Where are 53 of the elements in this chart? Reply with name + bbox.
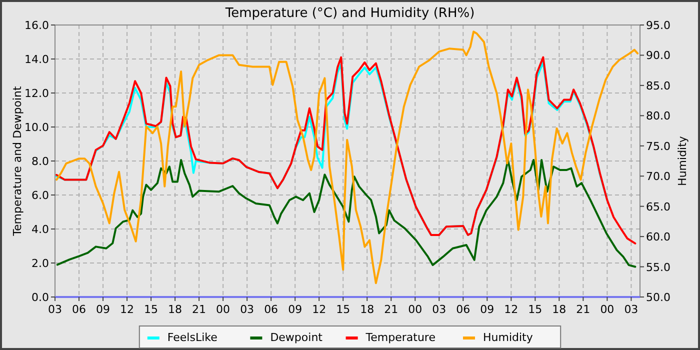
x-tick-label: 18 <box>168 303 182 316</box>
x-tick-label: 03 <box>240 303 254 316</box>
legend-label: Dewpoint <box>270 331 324 344</box>
x-tick-label: 00 <box>408 303 422 316</box>
y-tick-label: 12.0 <box>24 87 49 100</box>
y-tick-label: 16.0 <box>24 19 49 32</box>
y-tick-label: 10.0 <box>24 121 49 134</box>
y-tick-label: 2.0 <box>32 257 49 270</box>
line-series <box>56 30 639 284</box>
x-tick-label: 21 <box>192 303 206 316</box>
x-tick-label: 06 <box>264 303 278 316</box>
y2-tick-label: 85.0 <box>646 79 670 92</box>
x-tick-label: 03 <box>432 303 446 316</box>
y-tick-label: 8.0 <box>32 155 49 168</box>
x-tick-label: 09 <box>480 303 494 316</box>
x-tick-label: 00 <box>216 303 230 316</box>
x-tick-label: 09 <box>288 303 302 316</box>
legend-label: FeelsLike <box>167 331 218 344</box>
x-tick-label: 06 <box>456 303 470 316</box>
line-series <box>56 158 636 268</box>
x-tick-label: 18 <box>360 303 374 316</box>
y2-tick-label: 75.0 <box>646 140 670 153</box>
x-tick-label: 18 <box>552 303 566 316</box>
x-tick-label: 00 <box>600 303 614 316</box>
x-tick-label: 12 <box>312 303 326 316</box>
y2-tick-label: 65.0 <box>646 200 670 214</box>
x-tick-label: 09 <box>96 303 110 316</box>
y-tick-label: 14.0 <box>24 53 49 66</box>
x-tick-label: 03 <box>48 303 62 316</box>
y2-tick-label: 70.0 <box>646 170 670 184</box>
y2-tick-label: 60.0 <box>646 230 670 244</box>
y-tick-label: 4.0 <box>32 223 49 236</box>
x-tick-label: 12 <box>120 303 134 316</box>
y-tick-label: 0.0 <box>32 291 49 304</box>
y-axis-title: Temperature and Dewpoint <box>11 85 24 237</box>
y2-axis-title: Humidity <box>676 136 689 186</box>
x-tick-label: 21 <box>384 303 398 316</box>
y2-tick-label: 90.0 <box>646 49 670 62</box>
y-tick-label: 6.0 <box>32 189 49 202</box>
y2-tick-label: 95.0 <box>646 19 670 32</box>
x-tick-label: 06 <box>72 303 86 316</box>
legend-label: Humidity <box>483 331 534 344</box>
x-tick-label: 03 <box>624 303 638 316</box>
x-tick-label: 15 <box>528 303 542 316</box>
legend-label: Temperature <box>364 331 436 344</box>
x-tick-label: 15 <box>336 303 350 316</box>
y2-tick-label: 55.0 <box>646 260 670 274</box>
chart-title: Temperature (°C) and Humidity (RH%) <box>224 6 475 21</box>
y2-tick-label: 50.0 <box>646 291 670 304</box>
y2-tick-label: 80.0 <box>646 110 670 123</box>
x-tick-label: 12 <box>504 303 518 316</box>
x-tick-label: 21 <box>576 303 590 316</box>
x-tick-label: 15 <box>144 303 158 316</box>
